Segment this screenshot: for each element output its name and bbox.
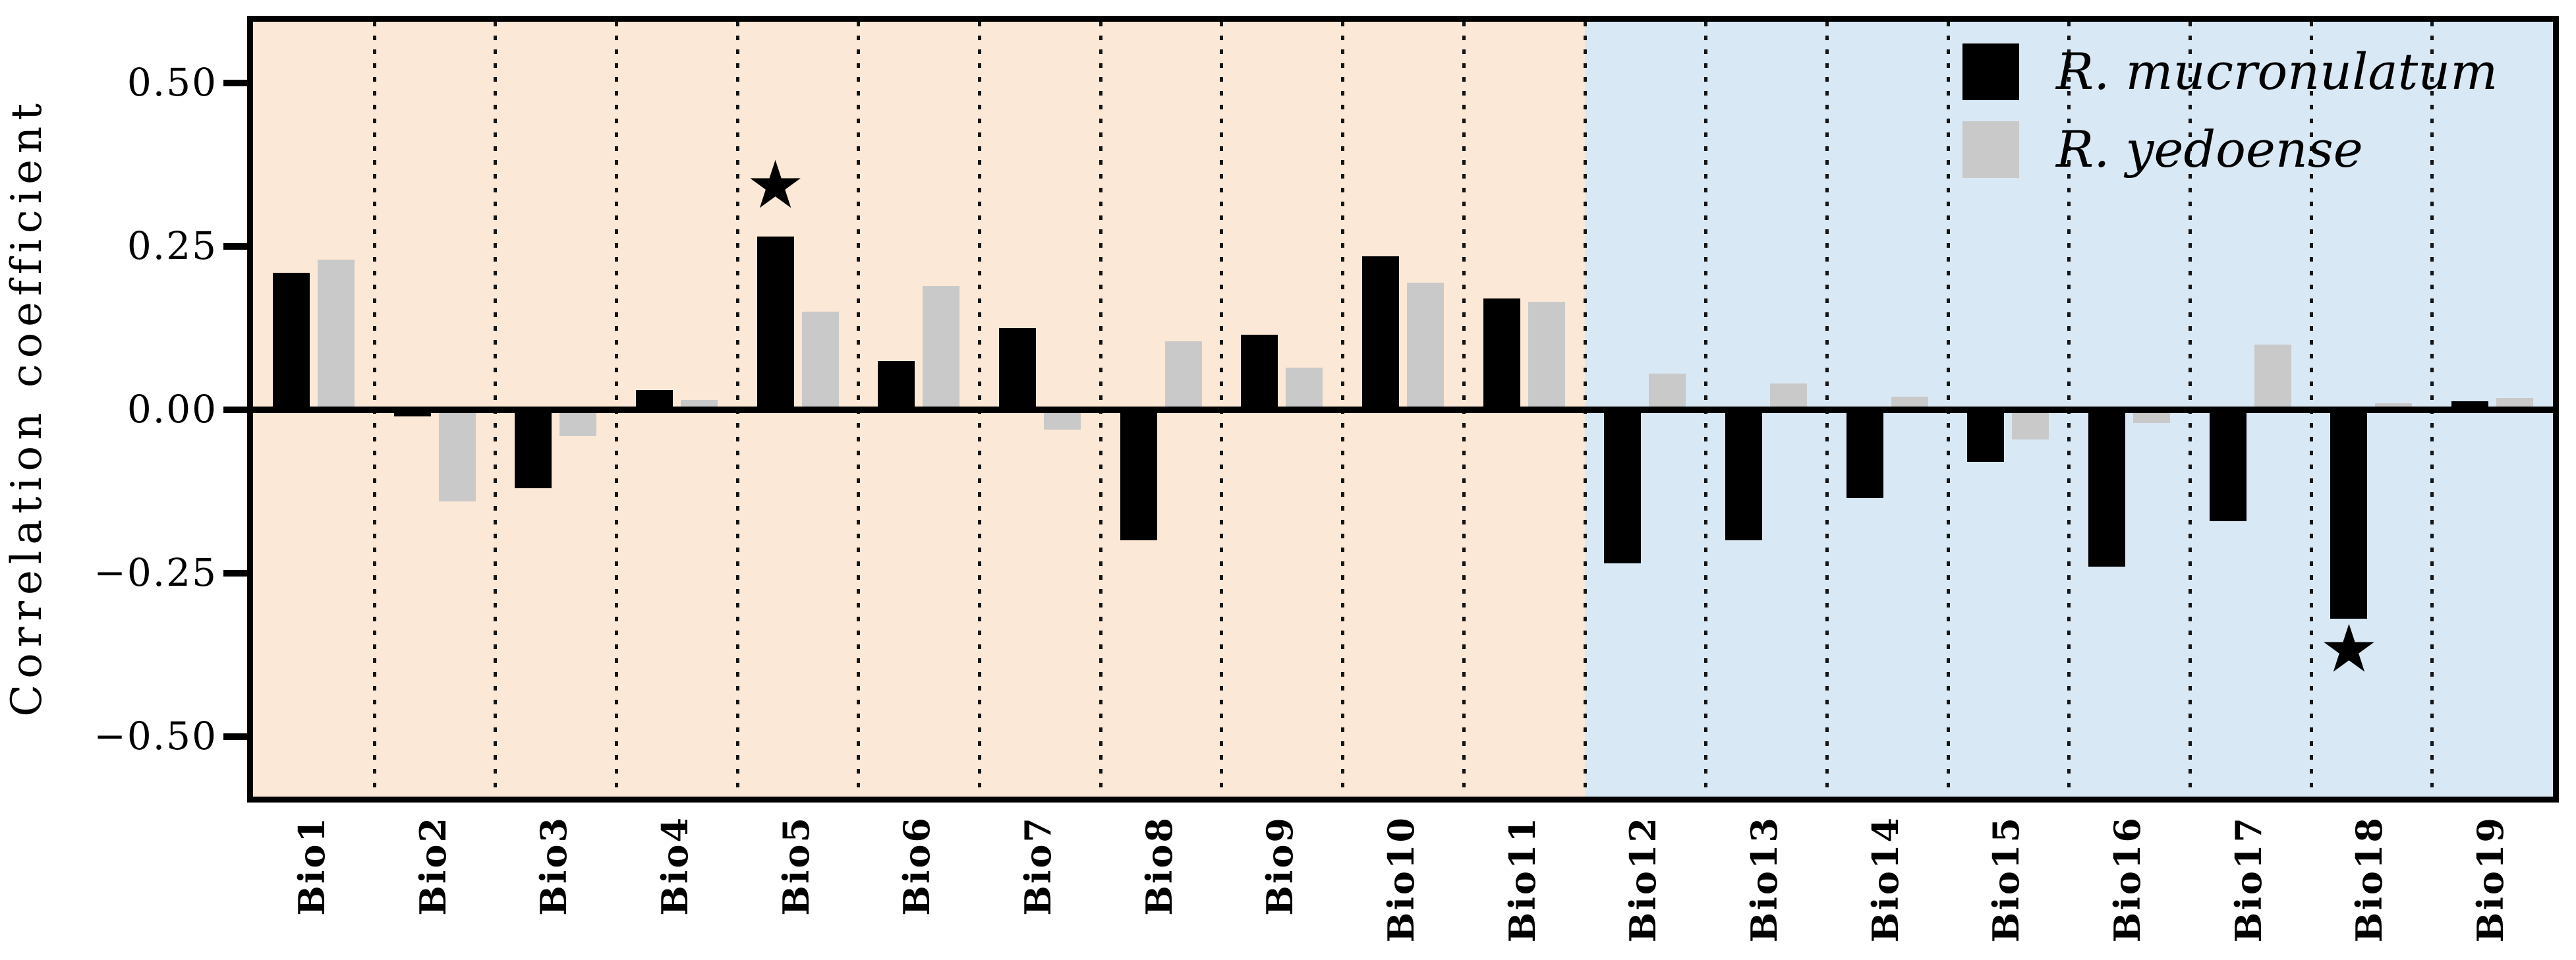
x-tick-label-bio8: Bio8 [1137,816,1180,916]
y-tick-label: 0.50 [127,60,217,105]
bar-bio13-mucronulatum [1725,410,1763,541]
bar-bio8-yedoense [1164,341,1202,410]
legend-label: R. mucronulatum [2056,42,2498,101]
bar-bio11-mucronulatum [1483,298,1520,410]
bar-bio8-mucronulatum [1120,410,1157,541]
bar-bio12-mucronulatum [1604,410,1642,564]
zero-axis-line [253,407,2553,413]
x-tick-label-bio4: Bio4 [653,816,696,916]
bar-bio12-yedoense [1649,374,1686,410]
legend-swatch-yedoense [1962,121,2019,178]
bar-bio14-mucronulatum [1846,410,1883,498]
y-tick-mark [223,243,248,250]
bar-bio10-mucronulatum [1362,256,1399,410]
bar-bio1-mucronulatum [272,272,310,410]
y-tick-label: 0.00 [127,387,217,432]
bar-bio17-yedoense [2254,344,2291,410]
bar-bio13-yedoense [1770,383,1808,410]
bar-bio9-yedoense [1286,367,1323,410]
x-tick-label-bio14: Bio14 [1864,816,1906,943]
bar-bio15-mucronulatum [1967,410,2005,463]
bar-bio6-mucronulatum [878,360,915,410]
x-tick-label-bio18: Bio18 [2348,816,2391,943]
legend-row: R. mucronulatum [1962,43,2498,100]
x-tick-label-bio16: Bio16 [2106,816,2149,943]
x-tick-label-bio1: Bio1 [290,816,333,916]
x-tick-label-bio10: Bio10 [1380,816,1422,943]
bar-bio5-yedoense [801,312,839,410]
x-tick-label-bio2: Bio2 [411,816,454,916]
bar-bio16-mucronulatum [2088,410,2126,567]
bar-bio2-yedoense [438,410,476,501]
bar-bio3-mucronulatum [515,410,552,489]
x-tick-label-bio17: Bio17 [2227,816,2270,943]
x-tick-label-bio5: Bio5 [774,816,817,916]
significance-star: ★ [745,146,805,224]
x-tick-label-bio11: Bio11 [1501,816,1543,943]
x-tick-label-bio6: Bio6 [896,816,938,916]
x-tick-label-bio19: Bio19 [2469,816,2512,943]
y-tick-mark [223,407,248,413]
y-tick-label: 0.25 [127,223,217,268]
legend-label: R. yedoense [2056,120,2363,179]
bar-bio1-yedoense [317,259,355,410]
x-tick-label-bio7: Bio7 [1016,816,1059,916]
y-tick-mark [223,570,248,577]
x-tick-label-bio3: Bio3 [532,816,575,916]
x-tick-label-bio9: Bio9 [1259,816,1302,916]
y-tick-mark [223,80,248,86]
y-tick-label: −0.50 [94,714,217,758]
y-tick-label: −0.25 [94,550,217,595]
x-tick-label-bio15: Bio15 [1985,816,2028,943]
plot-area: ★ ★ [247,16,2559,803]
bar-bio6-yedoense [923,285,960,410]
x-tick-label-bio12: Bio12 [1622,816,1665,943]
bar-bio9-mucronulatum [1241,334,1278,410]
legend-swatch-mucronulatum [1962,43,2019,100]
y-tick-mark [223,733,248,740]
bar-bio7-mucronulatum [998,328,1036,410]
legend: R. mucronulatum R. yedoense [1962,43,2498,178]
bar-bio11-yedoense [1528,302,1565,410]
bar-bio17-mucronulatum [2209,410,2247,521]
bar-bio15-yedoense [2012,410,2049,439]
significance-star: ★ [2319,610,2379,688]
bar-bio18-mucronulatum [2330,410,2368,619]
x-tick-label-bio13: Bio13 [1743,816,1786,943]
bar-bio5-mucronulatum [757,237,794,410]
bar-bio10-yedoense [1407,282,1444,410]
legend-row: R. yedoense [1962,121,2498,178]
bar-bio3-yedoense [559,410,597,436]
